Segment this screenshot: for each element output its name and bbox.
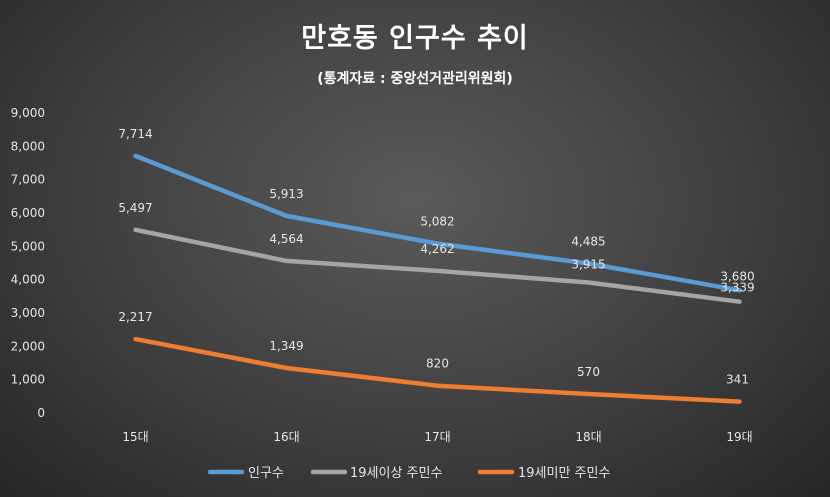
- y-tick-label: 2,000: [11, 339, 45, 353]
- y-tick-label: 9,000: [11, 106, 45, 120]
- y-tick-label: 3,000: [11, 306, 45, 320]
- legend-label: 19세미만 주민수: [518, 466, 610, 481]
- series-line-1: [133, 153, 742, 293]
- y-tick-label: 6,000: [11, 206, 45, 220]
- y-tick-label: 8,000: [11, 139, 45, 153]
- data-label: 5,497: [118, 201, 152, 215]
- data-label: 4,564: [269, 232, 303, 246]
- series-line-2: [133, 227, 742, 304]
- legend: 인구수 19세이상 주민수 19세미만 주민수: [207, 466, 610, 481]
- data-label: 4,485: [571, 235, 605, 249]
- series-lines: [133, 153, 742, 404]
- chart-title: 만호동 인구수 추이: [301, 23, 529, 54]
- y-tick-label: 5,000: [11, 239, 45, 253]
- data-label: 570: [577, 365, 600, 379]
- y-tick-label: 4,000: [11, 273, 45, 287]
- data-label: 1,349: [269, 339, 303, 353]
- data-label: 4,262: [420, 242, 454, 256]
- data-label: 3,339: [720, 281, 754, 295]
- y-tick-label: 0: [37, 406, 45, 420]
- data-label: 5,913: [269, 187, 303, 201]
- data-label: 5,082: [420, 215, 454, 229]
- data-label: 3,680: [720, 269, 754, 283]
- x-tick-label: 18대: [575, 430, 601, 444]
- x-tick-label: 15대: [122, 430, 148, 444]
- y-axis: 0 1,000 2,000 3,000 4,000 5,000 6,000 7,000 8,00…: [11, 106, 45, 420]
- data-label: 2,217: [118, 310, 152, 324]
- legend-label: 19세이상 주민수: [350, 466, 442, 481]
- y-tick-label: 1,000: [11, 373, 45, 387]
- x-tick-label: 17대: [424, 430, 450, 444]
- data-label: 341: [726, 373, 749, 387]
- x-axis: 15대 16대 17대 18대 19대: [122, 430, 752, 444]
- data-labels: 7,714 5,913 5,082 4,485 3,680 5,497 4,564 4,262…: [118, 127, 754, 387]
- legend-label: 인구수: [248, 466, 284, 481]
- y-tick-label: 7,000: [11, 173, 45, 187]
- x-tick-label: 16대: [273, 430, 299, 444]
- data-label: 7,714: [118, 127, 152, 141]
- series-line-3: [133, 336, 742, 404]
- chart-subtitle: (통계자료 : 중앙선거관리위원회): [317, 71, 513, 87]
- data-label: 3,915: [571, 258, 605, 272]
- x-tick-label: 19대: [726, 430, 752, 444]
- data-label: 820: [426, 357, 449, 371]
